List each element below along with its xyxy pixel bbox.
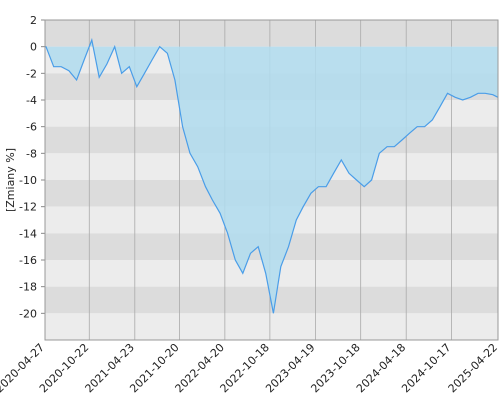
y-tick-label: -20: [19, 307, 37, 320]
y-tick-label: -10: [19, 174, 37, 187]
y-tick-label: -6: [26, 121, 37, 134]
area: [45, 40, 498, 314]
line: [45, 37, 499, 314]
y-tick-label: 2: [30, 14, 37, 27]
band: [45, 313, 498, 340]
y-tick-label: -14: [19, 227, 37, 240]
x-tick-label: 2025-04-22: [446, 341, 500, 395]
y-tick-label: -2: [26, 67, 37, 80]
y-tick-label: -4: [26, 94, 37, 107]
y-tick-label: -18: [19, 281, 37, 294]
y-axis-label: [Zmiany %]: [4, 148, 17, 212]
y-tick-label: 0: [30, 41, 37, 54]
y-tick-label: -12: [19, 201, 37, 214]
y-tick-label: -8: [26, 147, 37, 160]
plot-frame: [44, 19, 499, 341]
band: [45, 20, 498, 47]
y-tick-label: -16: [19, 254, 37, 267]
